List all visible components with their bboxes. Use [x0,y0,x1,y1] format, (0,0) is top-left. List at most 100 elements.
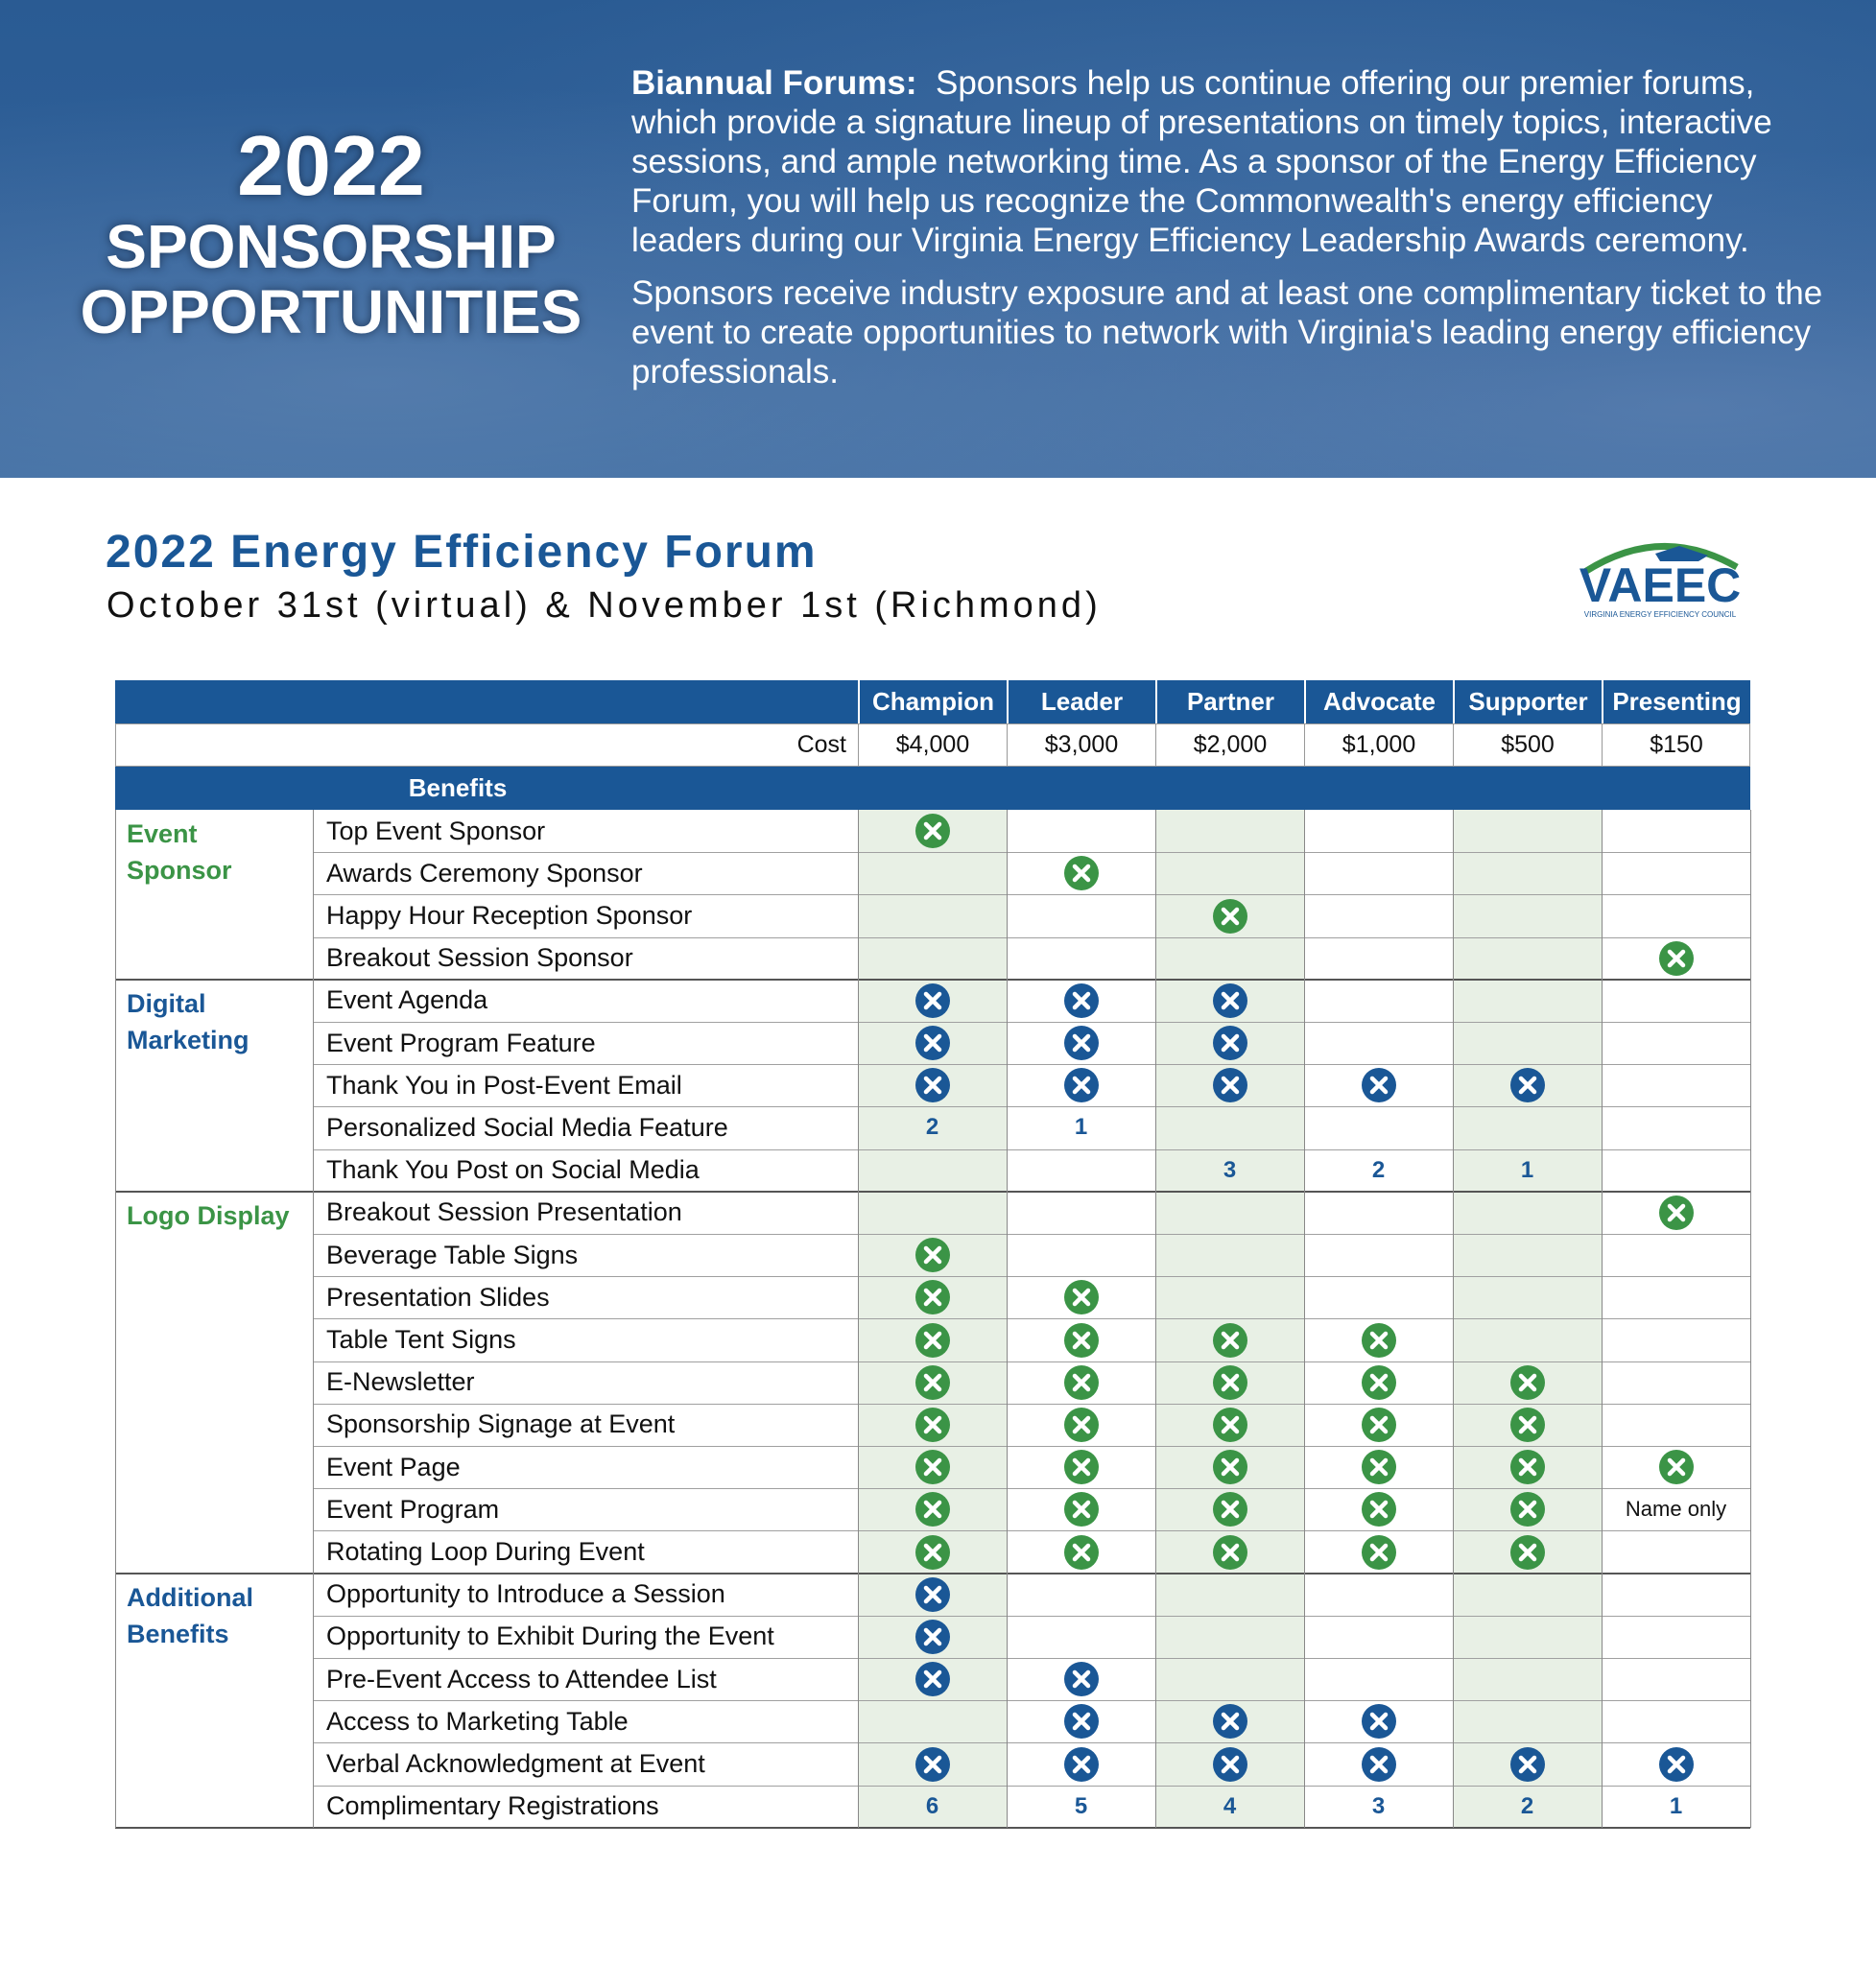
benefit-label: Breakout Session Sponsor [326,943,633,973]
column-line [114,810,116,1828]
cost-value: $3,000 [1007,723,1155,767]
row-line [313,894,1750,896]
benefits-label: Benefits [408,773,508,802]
cell-number: 3 [1371,1792,1386,1819]
check-icon [1212,1026,1247,1061]
intro-paragraph: Sponsors receive industry exposure and a… [631,274,1823,391]
group-line [115,1190,1750,1193]
benefit-label: E-Newsletter [326,1367,475,1397]
cell-number: 1 [1520,1156,1534,1183]
check-icon [1063,1534,1099,1570]
logo-tagline: VIRGINIA ENERGY EFFICIENCY COUNCIL [1584,610,1737,619]
column-line [857,810,859,1828]
row-line [313,1615,1750,1617]
row-line [313,1488,1750,1490]
check-icon [1212,1492,1247,1527]
row-line [313,1658,1750,1659]
check-icon [1212,1450,1247,1485]
row-line [313,1318,1750,1320]
column-line [1601,810,1603,1828]
check-icon [1658,940,1694,976]
check-icon [1509,1364,1545,1400]
check-icon [1063,1364,1099,1400]
cell-number: 5 [1074,1792,1088,1819]
check-icon [1063,1068,1099,1103]
check-icon [1212,1364,1247,1400]
check-icon [1361,1407,1396,1442]
check-icon [914,1746,950,1782]
benefit-label: Rotating Loop During Event [326,1536,645,1566]
intro-text: Sponsors help us continue offering our p… [631,64,1772,259]
check-icon [1063,1280,1099,1315]
check-icon [1063,1026,1099,1061]
column-line [1006,810,1008,1828]
check-icon [1063,1662,1099,1697]
check-icon [914,982,950,1018]
forum-title: 2022 Energy Efficiency Forum [106,527,818,578]
cost-value: $150 [1602,723,1750,767]
logo: VAEEC VIRGINIA ENERGY EFFICIENCY COUNCIL [1579,543,1742,619]
check-icon [1509,1746,1545,1782]
row-line [313,1785,1750,1787]
check-icon [914,1364,950,1400]
row-line [313,1234,1750,1235]
row-line [313,852,1750,854]
check-icon [1063,1322,1099,1358]
row-line [313,1446,1750,1447]
hero-banner: 2022 SPONSORSHIP OPPORTUNITIES Biannual … [0,0,1876,478]
logo-name: VAEEC [1579,558,1742,612]
benefit-label: Opportunity to Introduce a Session [326,1579,725,1609]
cell-number: 1 [1074,1114,1088,1141]
cost-row [115,723,1750,767]
check-icon [1212,1534,1247,1570]
benefits-row [115,767,1750,810]
cost-value: $500 [1453,723,1602,767]
group-line [115,1826,1750,1829]
check-icon [914,1238,950,1273]
check-icon [1361,1450,1396,1485]
group-line [115,978,1750,981]
check-icon [914,1280,950,1315]
benefit-label: Pre-Event Access to Attendee List [326,1664,717,1693]
check-icon [1658,1450,1694,1485]
check-icon [1212,982,1247,1018]
benefit-label: Personalized Social Media Feature [326,1112,728,1142]
forum-date: October 31st (virtual) & November 1st (R… [107,585,1102,626]
row-line [313,1530,1750,1532]
check-icon [1509,1068,1545,1103]
cell-number: 6 [925,1792,939,1819]
benefit-label: Event Program [326,1494,500,1524]
cell-number: 1 [1669,1792,1683,1819]
column-line [1303,810,1305,1828]
check-icon [914,1492,950,1527]
benefit-label: Access to Marketing Table [326,1706,629,1736]
column-header: Leader [1007,680,1155,723]
check-icon [1212,1407,1247,1442]
check-icon [1361,1746,1396,1782]
check-icon [1212,1068,1247,1103]
cost-label: Cost [796,731,846,758]
check-icon [1509,1492,1545,1527]
group-label: Event Sponsor [127,819,232,885]
benefit-label: Awards Ceremony Sponsor [326,858,643,888]
cell-number: 4 [1223,1792,1237,1819]
group-line [115,1572,1750,1574]
check-icon [1361,1322,1396,1358]
check-icon [914,1322,950,1358]
cell-number: 2 [1371,1156,1386,1183]
check-icon [1658,1195,1694,1230]
logo-arc [1581,543,1739,576]
check-icon [1361,1492,1396,1527]
column-header: Supporter [1453,680,1602,723]
benefit-label: Event Agenda [326,985,488,1015]
column-header: Advocate [1304,680,1453,723]
benefit-label: Opportunity to Exhibit During the Event [326,1622,774,1651]
check-icon [1063,1704,1099,1740]
column-line [312,810,314,1828]
row-line [313,1022,1750,1023]
benefit-label: Event Program Feature [326,1028,596,1057]
column-line [1154,810,1156,1828]
benefit-label: Event Page [326,1452,461,1481]
check-icon [1063,1407,1099,1442]
